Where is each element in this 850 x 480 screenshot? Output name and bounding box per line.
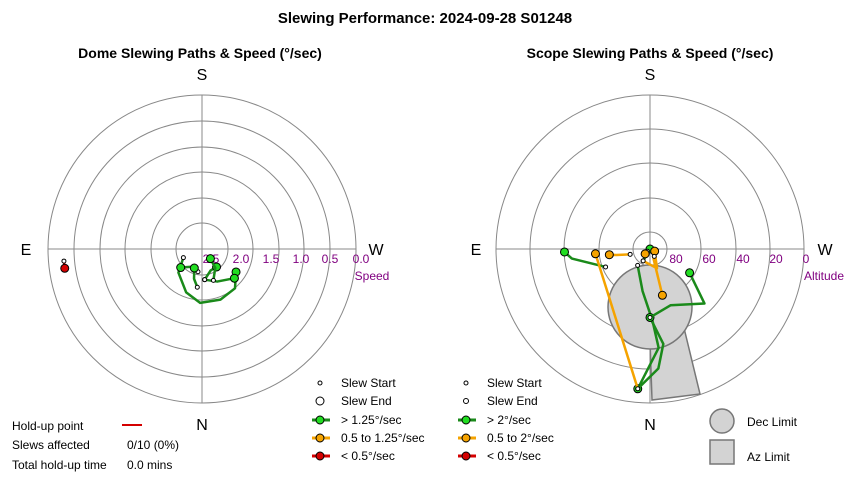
scope-dir-w: W [817,242,833,259]
dome-slew-end-point [176,263,186,273]
scope-axis-name: Altitude [804,269,844,283]
scope-legend: Slew Start Slew End > 2°/sec 0.5 to 2°/s… [458,376,798,465]
legend-slew-start-marker [463,380,469,386]
dome-dir-n: N [196,417,208,434]
legend-mid: 0.5 to 2°/sec [487,431,554,445]
legend-slew-end-marker [315,396,325,406]
scope-slew-start-point [651,253,657,259]
scope-dir-n: N [644,417,656,434]
legend-mid-marker [461,433,471,443]
legend-slew-start: Slew Start [487,376,542,390]
dome-ring-20 [150,197,254,301]
dome-slew-end-point [60,263,70,273]
scope-ring-20 [529,128,771,370]
scope-slew-path [649,272,706,319]
dome-axis-name: Speed [355,269,390,283]
scope-tick-label: 0 [803,252,810,266]
legend-mid: 0.5 to 1.25°/sec [341,431,425,445]
dome-chart-title: Dome Slewing Paths & Speed (°/sec) [78,45,322,61]
dome-slew-path [204,276,235,283]
scope-chart-title: Scope Slewing Paths & Speed (°/sec) [526,45,774,61]
scope-slew-start-point [647,314,653,320]
dome-ring-25 [175,222,229,276]
dome-grid [47,94,357,404]
scope-polar-chart: S N E W 80 60 40 20 0 Altitude [471,67,845,434]
dome-dir-s: S [197,67,208,84]
scope-ring-labels: 80 60 40 20 0 Altitude [669,252,844,283]
scope-tick-label: 40 [736,252,750,266]
dome-tick-label: 1.0 [293,252,310,266]
dome-slew-end-point [229,273,239,283]
scope-slew-end-point [590,249,600,259]
scope-slew-start-point [640,258,646,264]
dome-slew-end-point [189,263,199,273]
dome-ring-10 [99,146,305,352]
dec-limit-swatch [709,408,735,434]
dome-tick-label: 1.5 [263,252,280,266]
scope-slew-start-point [635,262,641,268]
scope-slew-end-point [657,290,667,300]
dome-slew-start-point [180,255,186,261]
legend-slow-marker [315,451,325,461]
scope-tick-label: 60 [702,252,716,266]
legend-slew-end-marker [463,398,469,404]
dome-tick-label: 0.5 [322,252,339,266]
dome-slew-start-point [194,284,200,290]
dome-slew-path [177,257,238,305]
legend-slow-marker [461,451,471,461]
scope-slew-end-point [559,247,569,257]
dome-tick-label: 0.0 [353,252,370,266]
dome-dir-e: E [21,242,32,259]
scope-slew-path [636,316,665,390]
scope-slew-start-point [603,264,609,270]
dome-plot-area [60,254,241,305]
legend-slew-end: Slew End [487,394,538,408]
dome-ring-05 [73,120,331,378]
dome-legend: Slew Start Slew End > 1.25°/sec 0.5 to 1… [312,376,425,463]
holdup-point-label: Hold-up point [12,419,84,433]
scope-slew-path [594,253,639,390]
scope-slew-end-point [685,268,695,278]
legend-dec-limit: Dec Limit [747,415,798,429]
scope-slew-end-point [604,250,614,260]
slews-affected-value: 0/10 (0%) [127,438,179,452]
dome-tick-label: 2.0 [233,252,250,266]
legend-slow: < 0.5°/sec [487,449,541,463]
legend-az-limit: Az Limit [747,450,790,464]
legend-slew-start-marker [317,380,323,386]
dome-ring-15 [124,171,280,327]
legend-mid-marker [315,433,325,443]
legend-fast-marker [315,415,325,425]
legend-slew-end: Slew End [341,394,392,408]
page-title: Slewing Performance: 2024-09-28 S01248 [277,10,573,27]
scope-dir-s: S [645,67,656,84]
dome-ring-0 [47,94,357,404]
scope-slew-start-point [635,386,641,392]
scope-tick-label: 20 [769,252,783,266]
dome-slew-end-point [205,254,215,264]
slews-affected-label: Slews affected [12,438,90,452]
scope-plot-area [559,244,706,394]
legend-slow: < 0.5°/sec [341,449,395,463]
dome-ring-labels: 2.5 2.0 1.5 1.0 0.5 0.0 Speed [203,252,390,283]
dome-dir-w: W [368,242,384,259]
dome-slew-start-point [210,277,216,283]
scope-ring-0 [495,94,805,404]
dome-slew-start-point [61,258,67,264]
legend-fast: > 2°/sec [487,413,531,427]
dome-slew-start-point [202,277,208,283]
az-limit-swatch [709,439,735,465]
dome-polar-chart: S N E W 2.5 2.0 1.5 1.0 0.5 0.0 Speed [21,67,390,434]
legend-fast: > 1.25°/sec [341,413,402,427]
holdup-stats: Hold-up point Slews affected 0/10 (0%) T… [12,419,179,472]
total-holdup-value: 0.0 mins [127,458,172,472]
scope-slew-start-point [627,251,633,257]
total-holdup-label: Total hold-up time [12,458,107,472]
scope-tick-label: 80 [669,252,683,266]
scope-dir-e: E [471,242,482,259]
scope-slew-end-point [640,249,650,259]
legend-slew-start: Slew Start [341,376,396,390]
legend-fast-marker [461,415,471,425]
